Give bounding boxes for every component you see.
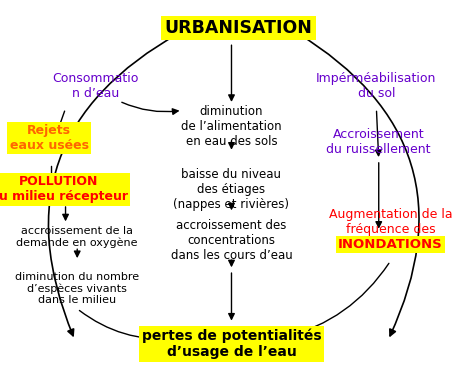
Text: INONDATIONS: INONDATIONS <box>337 238 442 251</box>
Text: Impérméabilisation
du sol: Impérméabilisation du sol <box>316 72 436 100</box>
Text: pertes de potentialités
d’usage de l’eau: pertes de potentialités d’usage de l’eau <box>141 328 321 359</box>
Text: accroissement de la
demande en oxygène: accroissement de la demande en oxygène <box>17 226 138 248</box>
Text: baisse du niveau
des étiages
(nappes et rivières): baisse du niveau des étiages (nappes et … <box>173 168 289 211</box>
Text: Consommatio
n d’eau: Consommatio n d’eau <box>53 72 139 100</box>
Text: Accroissement
du ruissellement: Accroissement du ruissellement <box>326 128 430 156</box>
Text: URBANISATION: URBANISATION <box>164 19 312 37</box>
Text: POLLUTION
du milieu récepteur: POLLUTION du milieu récepteur <box>0 176 127 203</box>
Text: diminution du nombre
d’espèces vivants
dans le milieu: diminution du nombre d’espèces vivants d… <box>15 272 139 306</box>
Text: accroissement des
concentrations
dans les cours d’eau: accroissement des concentrations dans le… <box>170 219 292 262</box>
Text: Augmentation de la
fréquence des: Augmentation de la fréquence des <box>328 209 451 236</box>
Text: Rejets
eaux usées: Rejets eaux usées <box>10 124 89 152</box>
Text: diminution
de l’alimentation
en eau des sols: diminution de l’alimentation en eau des … <box>181 105 281 148</box>
